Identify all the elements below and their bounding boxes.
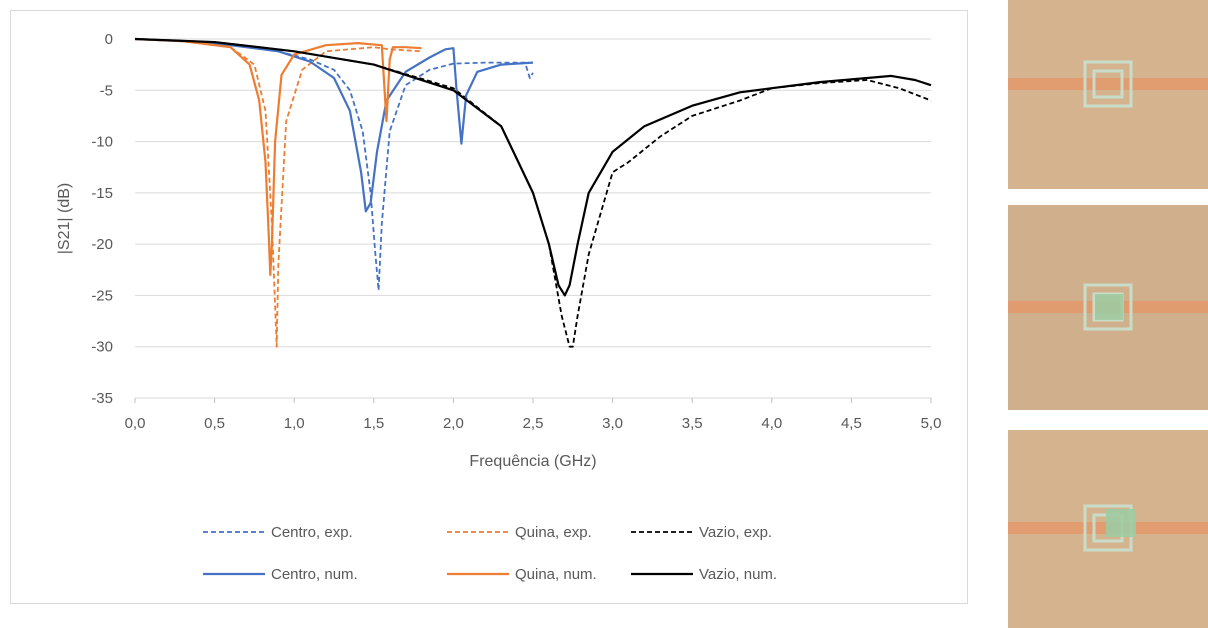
y-tick-label: -5 [100,82,113,99]
legend-label: Centro, num. [271,566,358,583]
y-tick-label: -30 [91,339,113,356]
legend-label: Centro, exp. [271,524,353,541]
thumbnail-empty-resonator [1008,0,1208,189]
y-tick-label: -15 [91,185,113,202]
outer-ring [1083,283,1133,331]
series-line-4 [134,37,534,213]
y-tick-label: -35 [91,390,113,407]
series-line-5 [134,37,422,276]
resonator-drawing [1083,504,1136,552]
legend-label: Vazio, exp. [699,524,772,541]
y-tick-label: -25 [91,287,113,304]
x-tick-label: 2,0 [443,415,464,432]
legend-label: Vazio, num. [699,566,777,583]
x-tick-label: 0,0 [125,415,146,432]
x-tick-label: 0,5 [204,415,225,432]
x-tick-label: 2,5 [523,415,544,432]
y-tick-label: -10 [91,134,113,151]
sample-square [1095,294,1123,320]
x-tick-label: 5,0 [921,415,942,432]
series-line-6 [134,37,932,297]
x-tick-label: 1,5 [363,415,384,432]
resonator-drawing [1083,60,1133,108]
series-line-2 [134,38,422,348]
x-tick-label: 3,0 [602,415,623,432]
microstrip-line [1008,78,1208,90]
x-tick-label: 4,0 [761,415,782,432]
outer-ring [1083,60,1133,108]
x-axis-title: Frequência (GHz) [469,453,596,470]
chart-svg: 0 -5 -10 -15 -20 -25 -30 -35 0,0 0,5 1,0 1,5 2,0 2,5 3… [56,31,942,583]
y-tick-label: -20 [91,236,113,253]
x-tick-label: 1,0 [284,415,305,432]
inner-ring [1092,69,1124,99]
series-line-3 [134,38,932,348]
resonator-drawing [1083,283,1133,331]
sample-square [1106,509,1136,537]
chart-frame: 0 -5 -10 -15 -20 -25 -30 -35 0,0 0,5 1,0 1,5 2,0 2,5 3… [10,10,968,604]
thumbnail-corner-sample [1008,430,1208,628]
x-tick-label: 4,5 [841,415,862,432]
legend-label: Quina, exp. [515,524,592,541]
y-axis-title: |S21| (dB) [56,183,73,254]
thumbnail-center-sample [1008,205,1208,410]
y-tick-label: 0 [105,31,113,48]
legend-label: Quina, num. [515,566,597,583]
x-tick-label: 3,5 [682,415,703,432]
